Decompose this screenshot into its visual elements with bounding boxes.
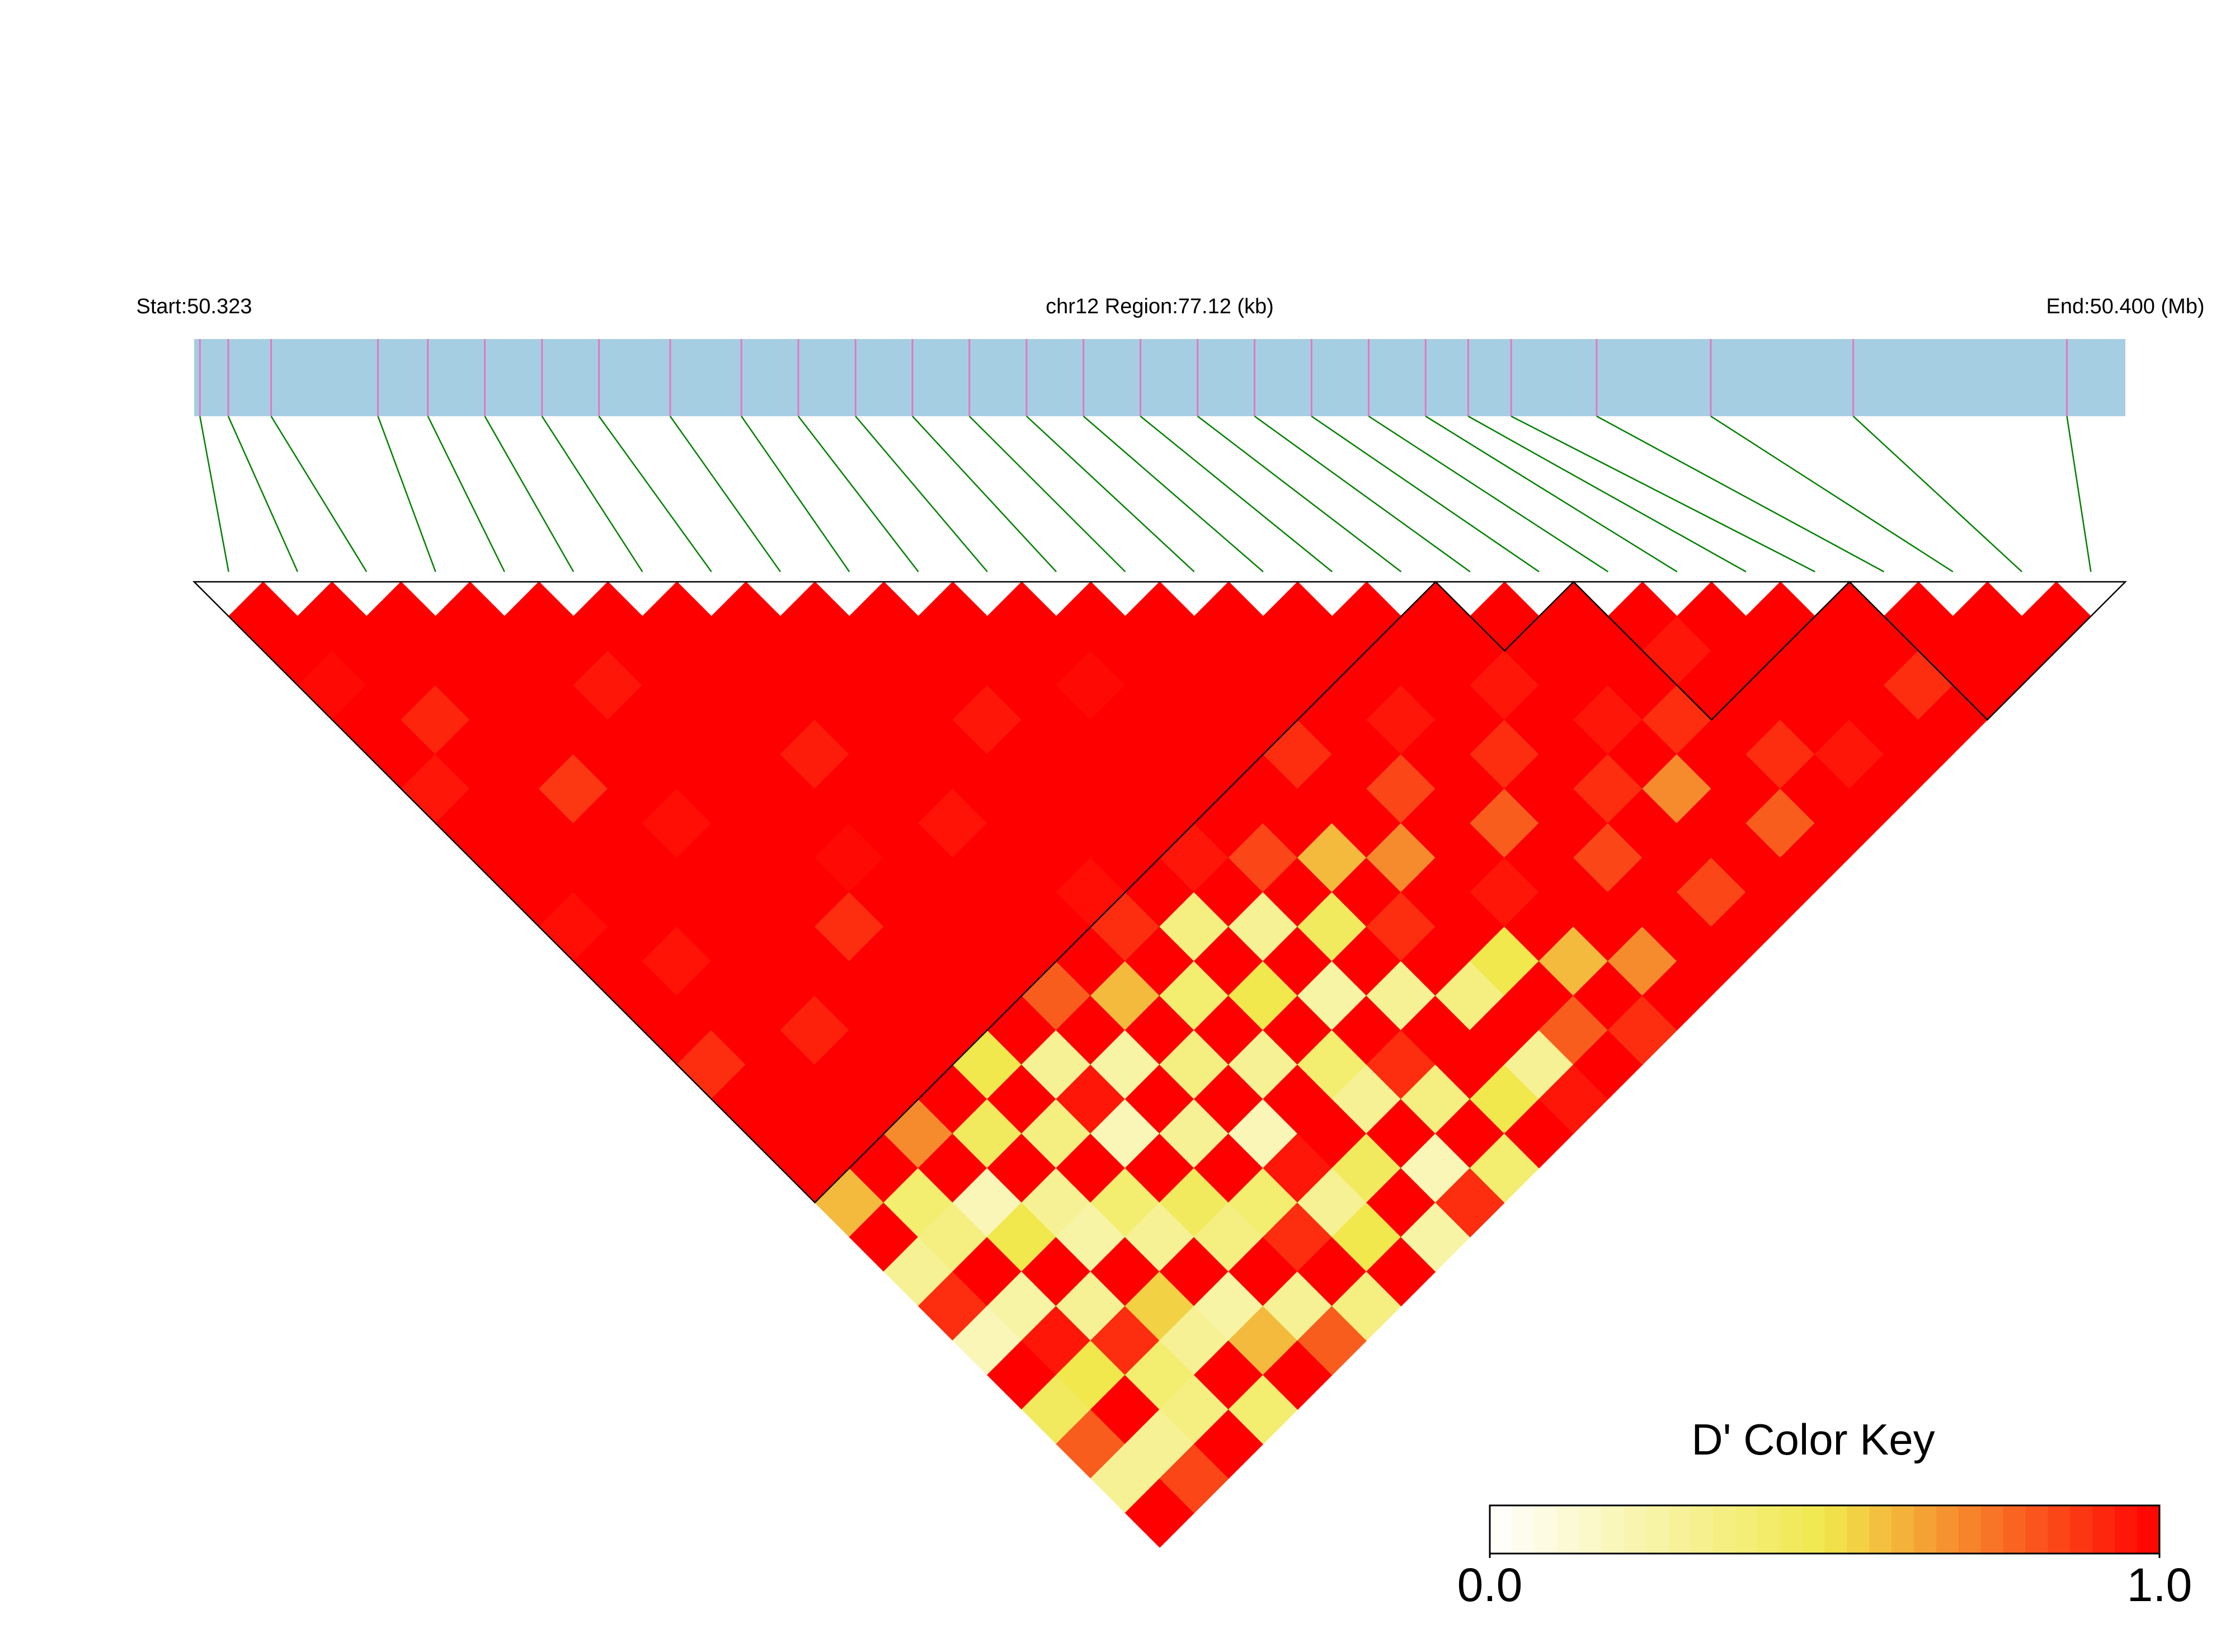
snp-connector [1368,415,1609,573]
snp-connector [227,416,299,572]
snp-connector [968,416,1126,572]
snp-connector [270,416,368,572]
color-key-border [1489,1504,2161,1555]
color-key-step [1824,1505,1847,1554]
ld-block [1571,581,1851,721]
color-key-step [2137,1505,2160,1554]
color-key-step [1512,1505,1535,1554]
key-tick-label: 0.0 [1457,1559,1523,1611]
color-key-step [1713,1505,1736,1554]
snp-connector [912,416,1057,572]
snp-connector [1026,416,1195,572]
snp-connector [427,416,505,572]
snp-connector [1197,416,1402,572]
snp-connector [541,416,643,572]
snp-connector [1511,415,1815,573]
color-key-step [1668,1505,1691,1554]
color-key-step [1601,1505,1624,1554]
color-key-step [2092,1505,2115,1554]
color-key-step [1802,1505,1825,1554]
color-key-step [2003,1505,2026,1554]
snp-connector [669,416,781,572]
color-key-step [1869,1505,1892,1554]
snp-connector [1140,416,1333,572]
color-key-step [1691,1505,1714,1554]
snp-connector [1425,415,1678,573]
snp-connector [1710,415,1954,573]
snp-connector [598,416,712,572]
color-key-step [1757,1505,1781,1554]
snp-connector [1596,415,1885,573]
snp-connector [199,416,229,572]
snp-connector [741,416,850,572]
end-label: End:50.400 (Mb) [2046,295,2204,318]
color-key-step [1556,1505,1580,1554]
color-key-step [1780,1505,1803,1554]
snp-connector [2066,416,2092,572]
color-key-step [1624,1505,1646,1554]
color-key-step [1847,1505,1870,1554]
ld-block [1847,581,2128,721]
key-tick-label: 1.0 [2127,1559,2192,1611]
color-key-step [1891,1505,1914,1554]
color-key-step [1958,1505,1982,1554]
snp-connector [1083,416,1264,572]
snp-connector [1852,416,2022,572]
color-key-step [1936,1505,1959,1554]
color-key-step [1490,1505,1513,1554]
snp-connector [1311,415,1540,573]
color-key-step [1534,1505,1558,1554]
color-key-step [2025,1505,2048,1554]
ld-block [1434,581,1575,652]
snp-connector [1254,415,1471,573]
snp-connector [855,416,988,572]
snp-connector [377,416,436,572]
color-key-step [2070,1505,2093,1554]
color-key-step [1914,1505,1937,1554]
start-label: Start:50.323 [136,295,252,318]
snp-connector [484,416,575,572]
color-key-step [2048,1505,2071,1554]
color-key-step [1735,1505,1758,1554]
snp-connector [1467,415,1747,573]
ld-block [192,581,1438,1204]
color-key-step [1980,1505,2004,1554]
chart-title: chr12 Region:77.12 (kb) [1046,295,1274,318]
color-key-step [2115,1505,2138,1554]
key-title: D' Color Key [1691,1415,1935,1464]
color-key-step [1579,1505,1602,1554]
color-key-step [1646,1505,1669,1554]
gene-bar [194,339,2125,416]
snp-connector [797,416,919,572]
